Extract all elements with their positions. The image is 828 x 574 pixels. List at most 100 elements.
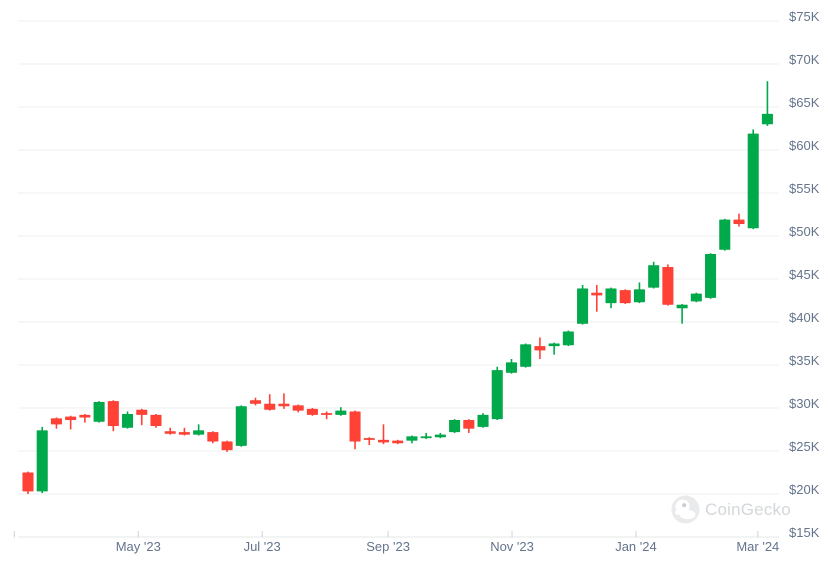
candle[interactable] (562, 330, 575, 347)
candle[interactable] (491, 366, 504, 421)
candle[interactable] (335, 407, 347, 416)
y-axis-label: $50K (789, 224, 820, 239)
candle-body (704, 253, 717, 299)
candle-body (591, 292, 603, 296)
candle-body (292, 405, 304, 411)
candle[interactable] (448, 419, 461, 433)
candle[interactable] (619, 289, 631, 304)
candle[interactable] (164, 427, 176, 435)
candle[interactable] (363, 437, 376, 445)
x-axis-label: Nov '23 (490, 539, 534, 554)
candle[interactable] (306, 408, 319, 416)
candle[interactable] (249, 397, 262, 406)
candle[interactable] (221, 440, 233, 452)
watermark-text: CoinGecko (705, 500, 791, 519)
candle[interactable] (50, 417, 63, 429)
y-axis-label: $60K (789, 138, 820, 153)
candle-body (50, 418, 63, 425)
y-axis-label: $55K (789, 181, 820, 196)
candle[interactable] (292, 404, 304, 413)
y-axis-label: $70K (789, 52, 820, 67)
candle[interactable] (747, 129, 759, 230)
candle[interactable] (192, 424, 205, 436)
candle-body (448, 419, 461, 433)
candle[interactable] (150, 414, 162, 428)
x-axis-label: Mar '24 (736, 539, 779, 554)
candle-body (647, 264, 660, 288)
candle-body (335, 410, 347, 416)
candle[interactable] (605, 287, 617, 309)
candle-body (562, 331, 575, 346)
candle[interactable] (761, 81, 774, 126)
candle[interactable] (36, 426, 48, 494)
candle[interactable] (548, 342, 560, 355)
candle[interactable] (320, 411, 333, 420)
candle[interactable] (477, 413, 489, 428)
candle[interactable] (64, 415, 77, 430)
candle[interactable] (235, 405, 248, 447)
x-axis-label: Jan '24 (615, 539, 657, 554)
candle[interactable] (377, 424, 390, 445)
candle[interactable] (178, 427, 191, 436)
candle[interactable] (505, 358, 518, 374)
y-axis-label: $40K (789, 310, 820, 325)
candle[interactable] (690, 292, 703, 303)
candle[interactable] (22, 471, 34, 494)
candle-body (619, 289, 631, 304)
candle-body (221, 441, 233, 451)
candle-body (534, 345, 546, 351)
candle[interactable] (278, 393, 290, 409)
candle-body (463, 419, 475, 429)
candle-body (761, 113, 774, 125)
candle-body (349, 411, 361, 442)
coingecko-logo-icon (671, 495, 700, 524)
candle[interactable] (704, 253, 717, 299)
candle-body (164, 430, 176, 435)
candle[interactable] (519, 343, 532, 368)
candle-body (320, 412, 333, 416)
x-axis-label: Jul '23 (244, 539, 281, 554)
candle[interactable] (676, 303, 688, 324)
candle[interactable] (121, 411, 134, 429)
candle-body (150, 414, 162, 427)
candle-body (733, 219, 745, 225)
candle[interactable] (591, 285, 603, 312)
candle[interactable] (391, 439, 404, 445)
candle[interactable] (733, 213, 745, 227)
candle[interactable] (647, 261, 660, 289)
candle[interactable] (434, 432, 447, 439)
candle-body (22, 472, 34, 492)
candle[interactable] (662, 264, 674, 306)
candle-body (676, 304, 688, 309)
x-axis: May '23 Jul '23 Sep '23 Nov '23 Jan '24 Mar '… (13, 531, 779, 554)
candle-body (79, 414, 91, 418)
candle[interactable] (349, 410, 361, 450)
candle[interactable] (107, 400, 120, 432)
candle[interactable] (263, 394, 276, 411)
candle-body (391, 440, 404, 444)
candle[interactable] (207, 431, 219, 444)
candle[interactable] (576, 285, 589, 325)
y-axis-label: $20K (789, 482, 820, 497)
candle[interactable] (406, 435, 418, 444)
candle-body (519, 344, 532, 367)
y-axis-label: $75K (789, 9, 820, 24)
candle-body (178, 431, 191, 435)
coingecko-watermark: CoinGecko (671, 495, 791, 524)
candle[interactable] (633, 282, 646, 304)
candle-body (207, 431, 219, 442)
candle[interactable] (93, 401, 105, 423)
candle-body (107, 400, 120, 427)
candle-body (278, 403, 290, 407)
candle-body (548, 343, 560, 347)
candle-body (235, 406, 248, 447)
candle[interactable] (463, 419, 475, 433)
candle-body (192, 430, 205, 435)
candle-body (93, 401, 105, 423)
candle[interactable] (136, 408, 148, 426)
candle[interactable] (534, 337, 546, 359)
candle[interactable] (719, 218, 731, 251)
candle[interactable] (420, 432, 432, 439)
candle[interactable] (79, 414, 91, 423)
